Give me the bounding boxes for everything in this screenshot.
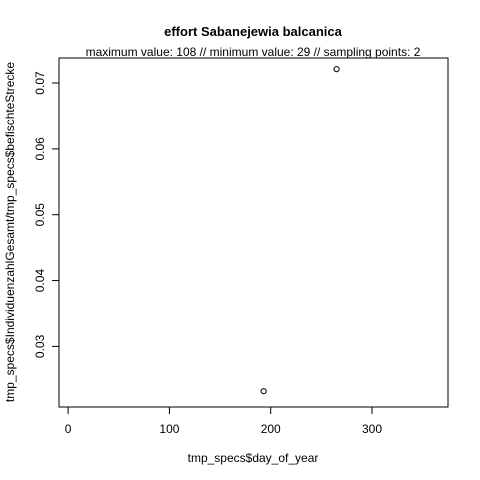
- y-tick-label: 0.07: [33, 71, 47, 95]
- y-axis: 0.03 0.04 0.05 0.06 0.07: [33, 71, 60, 358]
- y-tick-label: 0.03: [33, 334, 47, 358]
- chart-title: effort Sabanejewia balcanica: [164, 24, 343, 39]
- data-points: [260, 66, 340, 395]
- x-tick-label: 200: [261, 422, 281, 436]
- data-point: [260, 388, 267, 395]
- x-axis-label: tmp_specs$day_of_year: [188, 451, 319, 465]
- y-tick-label: 0.06: [33, 137, 47, 161]
- data-point: [333, 66, 340, 73]
- x-axis: 0 100 200 300: [65, 406, 382, 436]
- plot-frame: [58, 57, 449, 408]
- y-tick-label: 0.04: [33, 269, 47, 293]
- y-axis-label: tmp_specs$IndividuenzahlGesamt/tmp_specs…: [3, 62, 17, 403]
- x-tick-label: 300: [362, 422, 382, 436]
- x-tick-label: 100: [159, 422, 179, 436]
- y-tick-label: 0.05: [33, 203, 47, 227]
- x-tick-label: 0: [65, 422, 72, 436]
- chart-subtitle: maximum value: 108 // minimum value: 29 …: [86, 45, 421, 59]
